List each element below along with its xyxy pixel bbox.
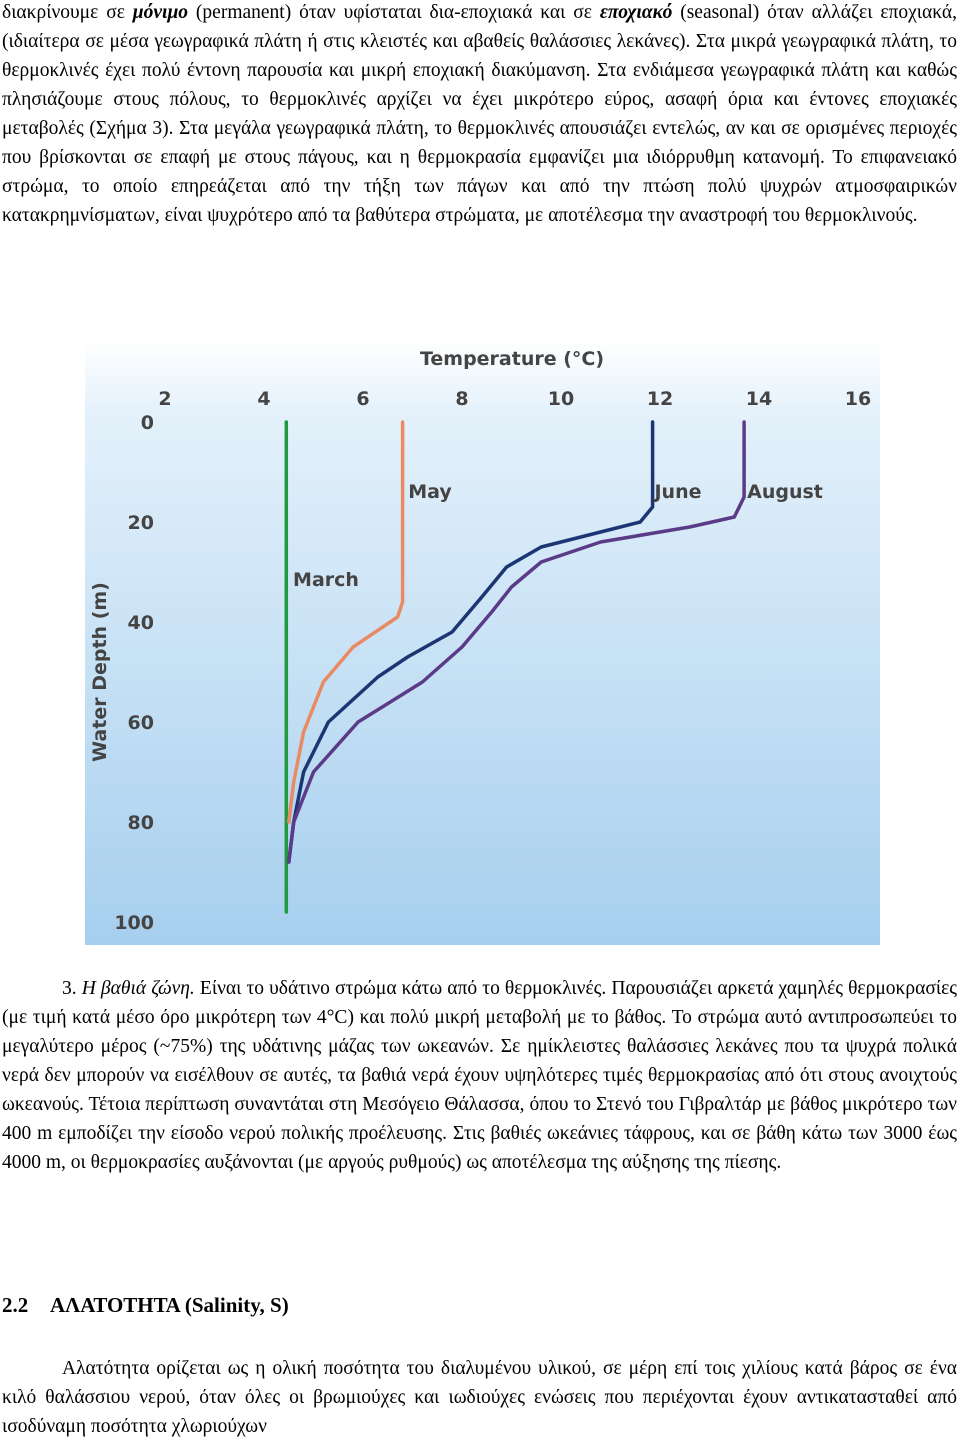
text-run: διακρίνουμε σε <box>2 2 133 23</box>
section-heading: 2.2 ΑΛΑΤΟΤΗΤΑ (Salinity, S) <box>2 1293 289 1318</box>
line-label: June <box>652 481 701 503</box>
emphasis: εποχιακό <box>599 2 673 23</box>
x-tick-label: 16 <box>845 388 871 410</box>
chart-background <box>85 340 880 945</box>
x-tick-label: 4 <box>257 388 270 410</box>
paragraph: Αλατότητα ορίζεται ως η ολική ποσότητα τ… <box>2 1358 957 1437</box>
data-line <box>287 420 655 864</box>
y-tick-label: 60 <box>128 712 154 734</box>
text-run: Είναι το υδάτινο στρώμα κάτω από το θερμ… <box>2 978 958 1173</box>
paragraph: διακρίνουμε σε μόνιμο (permanent) όταν υ… <box>2 0 957 230</box>
x-tick-label: 12 <box>647 388 673 410</box>
y-tick-label: 20 <box>128 512 154 534</box>
section-title: ΑΛΑΤΟΤΗΤΑ (Salinity, S) <box>50 1293 289 1317</box>
chart-title: Temperature (°C) <box>420 348 604 370</box>
y-tick-label: 40 <box>128 612 154 634</box>
line-label: August <box>747 481 823 503</box>
section-number: 2.2 <box>2 1293 29 1317</box>
paragraph: 3. Η βαθιά ζώνη. Είναι το υδάτινο στρώμα… <box>2 974 957 1177</box>
x-tick-label: 6 <box>356 388 369 410</box>
x-tick-label: 8 <box>455 388 468 410</box>
emphasis: μόνιμο <box>132 2 189 23</box>
x-tick-label: 14 <box>746 388 772 410</box>
y-tick-label: 100 <box>114 912 154 934</box>
line-label: May <box>408 481 452 503</box>
figure: Temperature (°C) Water Depth (m) 2 4 6 8 10 1… <box>85 340 880 945</box>
emphasis: Η βαθιά ζώνη. <box>81 978 195 999</box>
text-run: (seasonal) όταν αλλάζει εποχιακά, (ιδιαί… <box>2 2 957 226</box>
line-label: March <box>293 569 359 591</box>
x-tick-label: 2 <box>158 388 171 410</box>
data-line <box>287 420 405 824</box>
text-run: (permanent) όταν υφίσταται δια-εποχιακά … <box>188 2 600 23</box>
y-tick-label: 0 <box>141 412 154 434</box>
x-tick-label: 10 <box>548 388 574 410</box>
y-axis-label: Water Depth (m) <box>89 582 111 762</box>
y-tick-label: 80 <box>128 812 154 834</box>
data-line <box>287 420 746 864</box>
text-run: 3. <box>62 978 82 999</box>
